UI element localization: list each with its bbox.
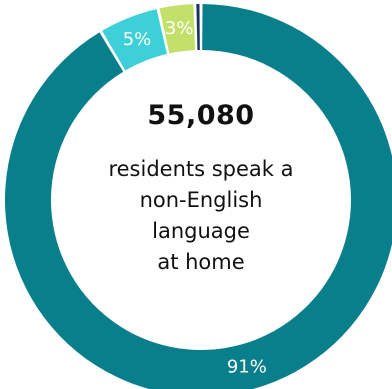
slice-label-2: 5%	[123, 29, 152, 50]
slice-label-3: 3%	[165, 18, 194, 39]
center-summary: 55,080 residents speak a non-English lan…	[75, 98, 327, 278]
donut-slice-2	[102, 9, 167, 71]
center-total: 55,080	[147, 100, 255, 131]
slice-label-1: 91%	[227, 356, 267, 377]
center-caption: residents speak a non-English language a…	[75, 154, 327, 278]
caption-line-3: language	[152, 219, 250, 243]
donut-slice-3	[159, 4, 196, 54]
caption-line-2: non-English	[139, 188, 263, 212]
caption-line-1: residents speak a	[108, 157, 294, 181]
donut-slice-4	[196, 4, 200, 51]
caption-line-4: at home	[157, 250, 245, 274]
